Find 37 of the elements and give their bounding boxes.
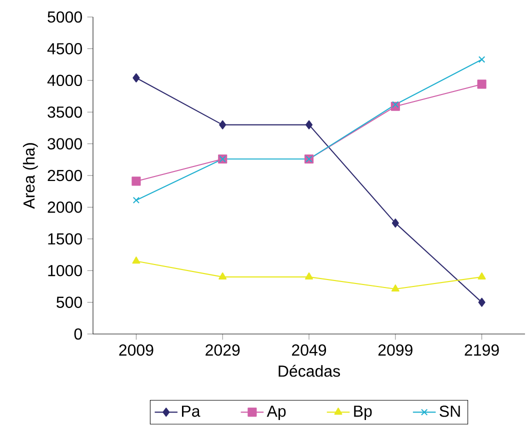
point	[219, 120, 226, 130]
point	[305, 120, 313, 130]
legend-label: Bp	[354, 406, 372, 420]
point	[132, 176, 141, 186]
point	[392, 218, 399, 228]
y-tick-label: 5000	[48, 11, 82, 23]
y-tick-label: 1500	[48, 233, 82, 245]
y-tick-label: 4000	[47, 74, 82, 86]
point	[478, 56, 486, 63]
x-axis-title: Décadas	[278, 364, 340, 377]
point	[392, 101, 399, 108]
point	[132, 196, 140, 204]
y-tick-label: 1000	[48, 264, 82, 276]
x-tick-label: 2009	[119, 344, 154, 356]
y-tick-label: 4500	[47, 43, 82, 54]
point	[477, 80, 486, 89]
y-tick-label: 2000	[48, 202, 82, 213]
point	[478, 298, 486, 307]
point	[305, 272, 313, 280]
y-tick-label: 2500	[48, 170, 82, 182]
point	[132, 256, 140, 264]
x-tick-label: 2049	[292, 344, 326, 356]
point	[218, 272, 227, 280]
x-tick-label: 2099	[378, 344, 412, 356]
x-tick-label: 2199	[464, 344, 499, 356]
point	[478, 272, 486, 280]
y-tick-label: 0	[74, 328, 82, 340]
x-tick-label: 2029	[206, 344, 240, 356]
y-axis-title: Area (ha)	[22, 143, 38, 209]
y-tick-label: 3000	[48, 138, 82, 150]
legend-label: Ap	[266, 406, 286, 420]
y-tick-label: 500	[56, 296, 82, 308]
legend-label: SN	[440, 406, 460, 417]
y-tick-label: 3500	[48, 106, 82, 118]
point	[132, 73, 140, 82]
legend-label: Pa	[182, 406, 200, 417]
point	[391, 284, 400, 292]
